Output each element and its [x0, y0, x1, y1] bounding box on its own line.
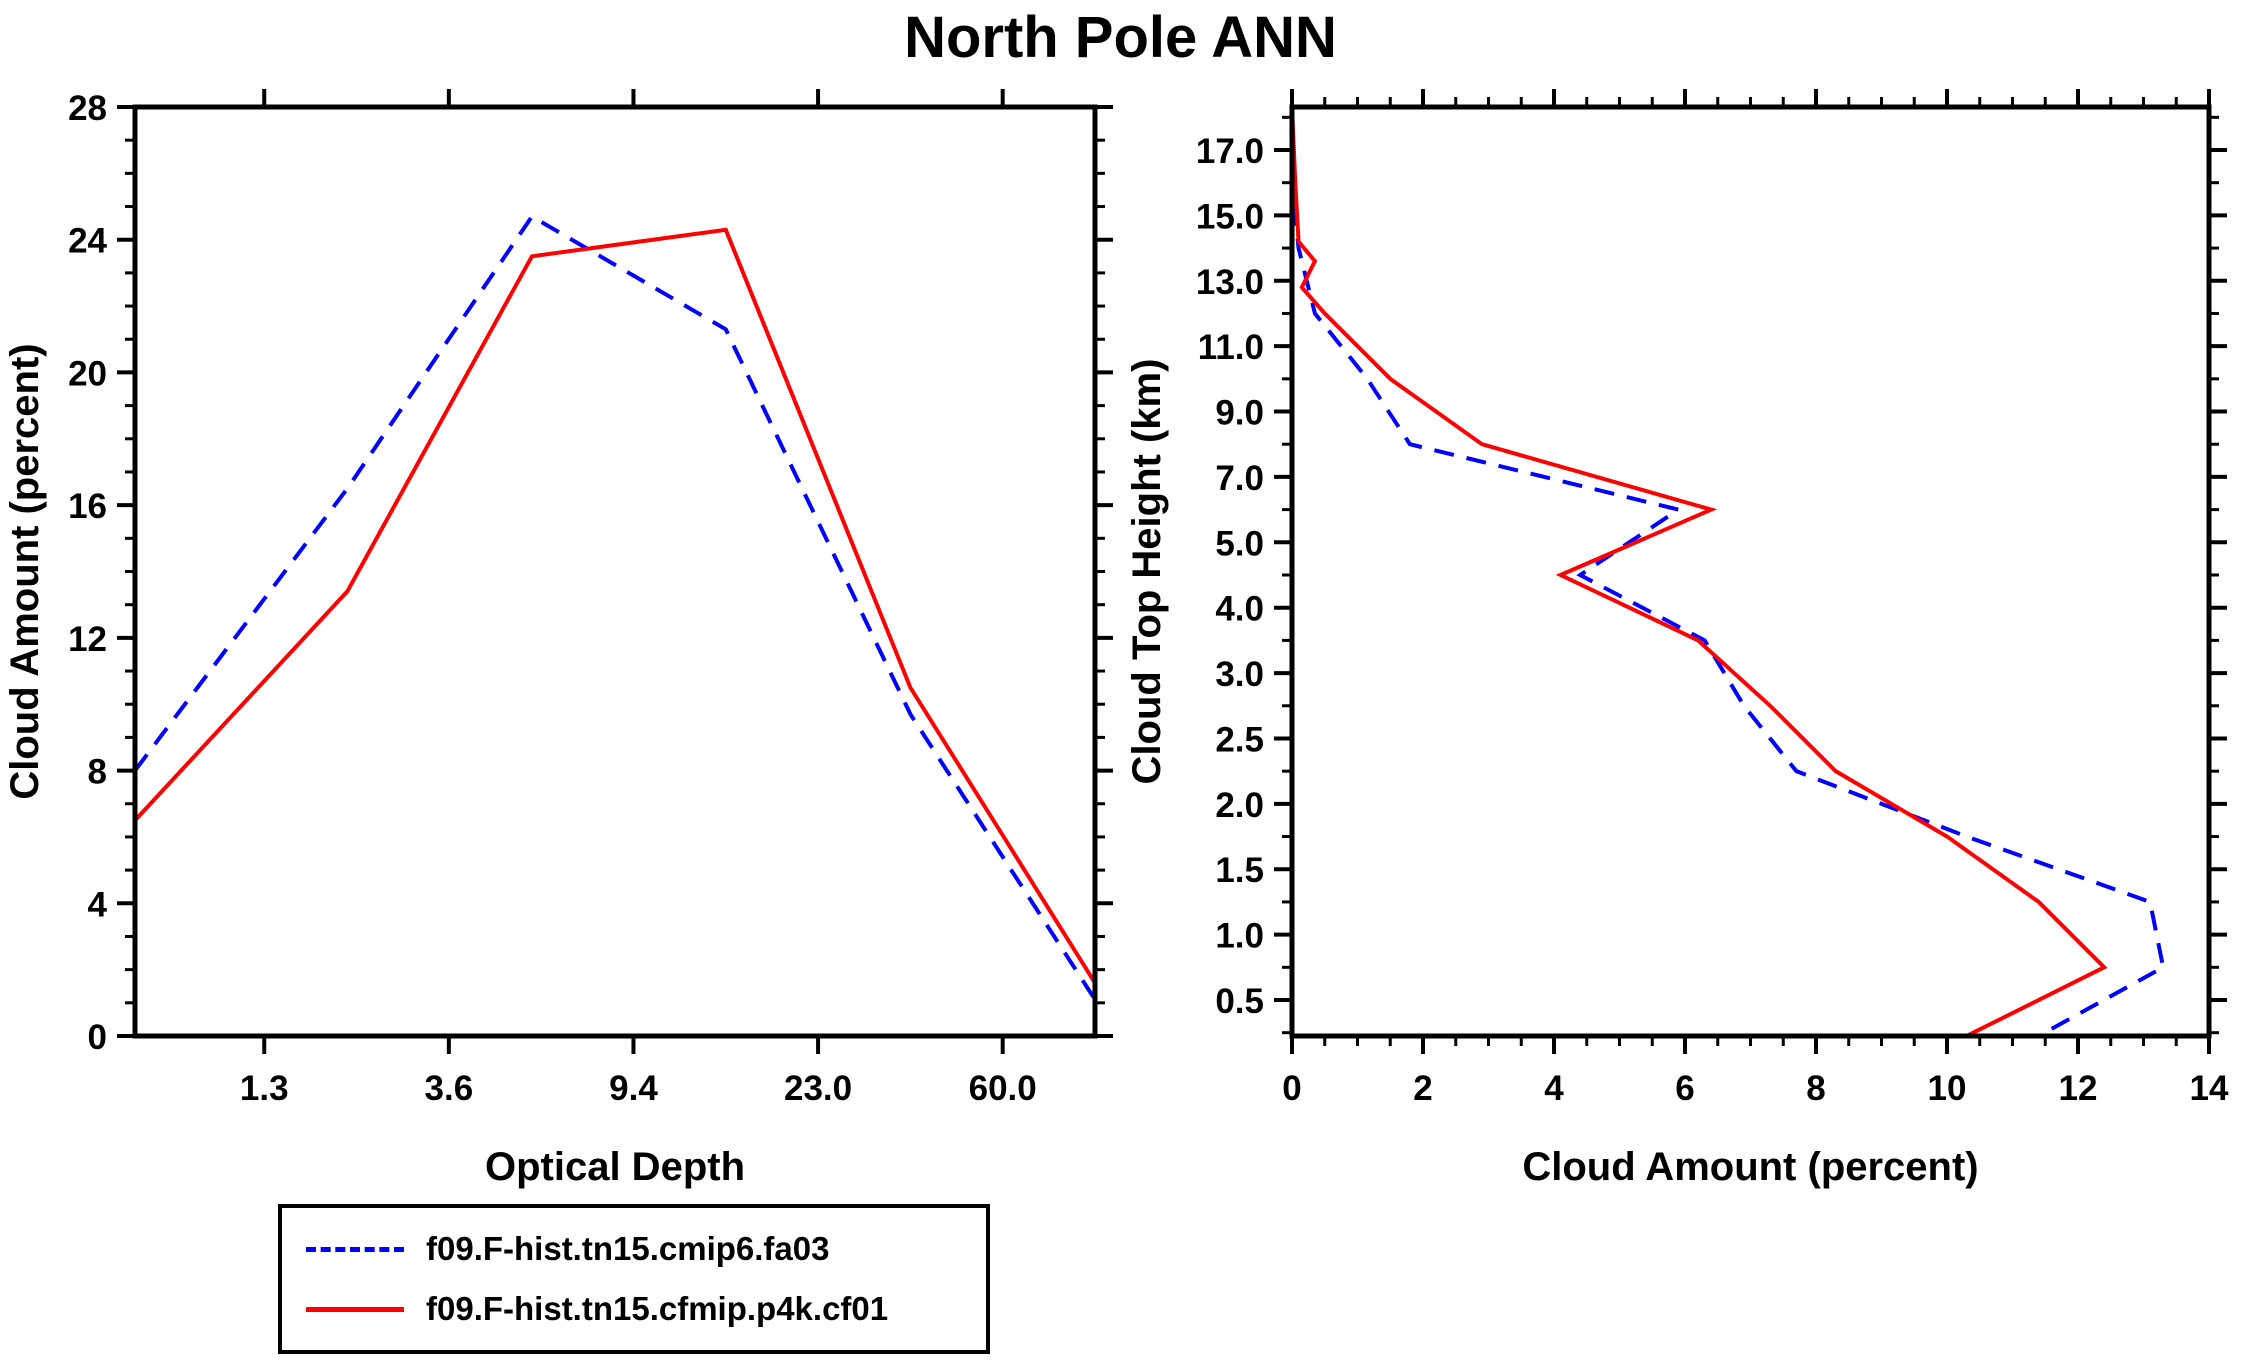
y-tick-label: 2.5: [1215, 720, 1264, 759]
x-tick-label: 1.3: [240, 1069, 289, 1108]
x-tick-label: 3.6: [425, 1069, 474, 1108]
legend-entry-red: f09.F-hist.tn15.cfmip.p4k.cf01: [306, 1290, 986, 1328]
y-tick-label: 20: [68, 354, 107, 393]
x-tick-label: 12: [2059, 1069, 2098, 1108]
left-series-blue-dashed: [133, 213, 1097, 1001]
y-tick-label: 13.0: [1196, 263, 1264, 302]
left-yaxis-title: Cloud Amount (percent): [3, 343, 47, 799]
y-tick-label: 2.0: [1215, 786, 1264, 825]
x-tick-label: 2: [1413, 1069, 1432, 1108]
legend-line-sample-red-solid: [306, 1306, 404, 1312]
left-series-red-solid: [133, 227, 1097, 984]
x-tick-label: 60.0: [969, 1069, 1037, 1108]
y-tick-label: 11.0: [1198, 328, 1264, 367]
legend-label-red: f09.F-hist.tn15.cfmip.p4k.cf01: [426, 1290, 889, 1327]
y-tick-label: 15.0: [1196, 197, 1264, 236]
x-tick-label: 0: [1282, 1069, 1301, 1108]
y-tick-label: 9.0: [1215, 394, 1264, 433]
x-tick-label: 6: [1675, 1069, 1694, 1108]
right-plot-frame: [1289, 104, 2212, 1039]
x-tick-label: 8: [1806, 1069, 1825, 1108]
legend-label-blue: f09.F-hist.tn15.cmip6.fa03: [426, 1230, 830, 1267]
legend-line-sample-blue-dashed: [306, 1246, 404, 1252]
legend-box: f09.F-hist.tn15.cmip6.fa03 f09.F-hist.tn…: [278, 1204, 990, 1354]
y-tick-label: 5.0: [1215, 524, 1264, 563]
y-tick-label: 0.5: [1215, 982, 1264, 1021]
right-series-red-solid: [1290, 106, 2108, 1038]
x-tick-label: 23.0: [784, 1069, 852, 1108]
y-tick-label: 0: [88, 1018, 107, 1057]
left-plot-frame: [132, 104, 1098, 1039]
x-tick-label: 9.4: [609, 1069, 658, 1108]
y-tick-label: 24: [68, 222, 107, 261]
y-tick-label: 28: [68, 89, 107, 128]
right-xaxis-title: Cloud Amount (percent): [1522, 1145, 1978, 1189]
y-tick-label: 16: [68, 487, 107, 526]
page-title: North Pole ANN: [904, 5, 1337, 70]
y-tick-label: 4.0: [1215, 590, 1264, 629]
right-yaxis-title: Cloud Top Height (km): [1125, 359, 1169, 785]
y-tick-label: 1.0: [1215, 917, 1264, 956]
x-tick-label: 10: [1928, 1069, 1967, 1108]
legend-entry-blue: f09.F-hist.tn15.cmip6.fa03: [306, 1230, 986, 1268]
y-tick-label: 17.0: [1196, 132, 1264, 171]
y-tick-label: 1.5: [1215, 851, 1264, 890]
y-tick-label: 12: [68, 620, 107, 659]
right-series-blue-dashed: [1290, 106, 2166, 1038]
y-tick-label: 7.0: [1215, 459, 1264, 498]
x-tick-label: 14: [2190, 1069, 2229, 1108]
x-tick-label: 4: [1544, 1069, 1564, 1108]
y-tick-label: 3.0: [1215, 655, 1264, 694]
y-tick-label: 4: [88, 885, 108, 924]
left-xaxis-title: Optical Depth: [485, 1145, 745, 1189]
y-tick-label: 8: [88, 753, 107, 792]
